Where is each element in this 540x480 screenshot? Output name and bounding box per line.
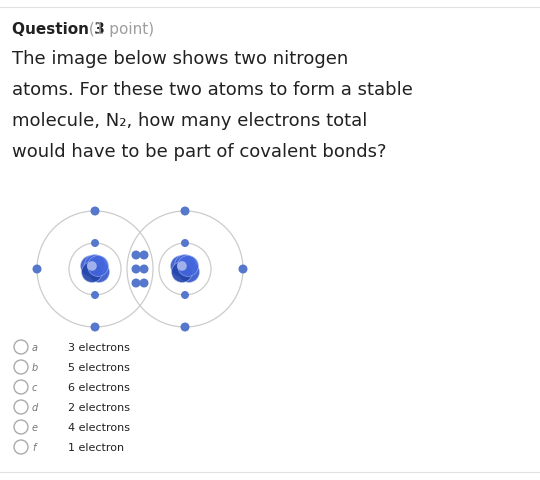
Circle shape bbox=[82, 262, 103, 283]
Text: 1 electron: 1 electron bbox=[68, 442, 124, 452]
Text: 5 electrons: 5 electrons bbox=[68, 362, 130, 372]
Circle shape bbox=[180, 323, 190, 332]
Circle shape bbox=[172, 262, 192, 283]
Circle shape bbox=[171, 256, 191, 277]
Circle shape bbox=[174, 255, 195, 276]
Circle shape bbox=[139, 265, 148, 274]
Text: molecule, N₂, how many electrons total: molecule, N₂, how many electrons total bbox=[12, 112, 367, 130]
Text: (1 point): (1 point) bbox=[84, 22, 154, 37]
Circle shape bbox=[139, 251, 148, 260]
Text: 6 electrons: 6 electrons bbox=[68, 382, 130, 392]
Circle shape bbox=[80, 256, 102, 277]
Circle shape bbox=[180, 207, 190, 216]
Circle shape bbox=[91, 240, 99, 248]
Text: 4 electrons: 4 electrons bbox=[68, 422, 130, 432]
Circle shape bbox=[178, 256, 198, 277]
Circle shape bbox=[91, 207, 99, 216]
Text: c: c bbox=[32, 382, 37, 392]
Text: 3 electrons: 3 electrons bbox=[68, 342, 130, 352]
Circle shape bbox=[91, 323, 99, 332]
Circle shape bbox=[87, 262, 97, 271]
Circle shape bbox=[239, 265, 247, 274]
Circle shape bbox=[91, 291, 99, 300]
Text: would have to be part of covalent bonds?: would have to be part of covalent bonds? bbox=[12, 143, 387, 161]
Circle shape bbox=[132, 279, 140, 288]
Text: Question 3: Question 3 bbox=[12, 22, 105, 37]
Circle shape bbox=[85, 255, 105, 276]
Text: atoms. For these two atoms to form a stable: atoms. For these two atoms to form a sta… bbox=[12, 81, 413, 99]
Circle shape bbox=[89, 262, 110, 283]
Text: d: d bbox=[32, 402, 38, 412]
Text: e: e bbox=[32, 422, 38, 432]
Circle shape bbox=[181, 291, 189, 300]
Circle shape bbox=[179, 262, 199, 283]
Circle shape bbox=[32, 265, 42, 274]
Text: b: b bbox=[32, 362, 38, 372]
Circle shape bbox=[87, 256, 109, 277]
Text: 2 electrons: 2 electrons bbox=[68, 402, 130, 412]
Text: a: a bbox=[32, 342, 38, 352]
Circle shape bbox=[132, 251, 140, 260]
Text: The image below shows two nitrogen: The image below shows two nitrogen bbox=[12, 50, 348, 68]
Circle shape bbox=[181, 240, 189, 248]
Circle shape bbox=[132, 265, 140, 274]
Circle shape bbox=[139, 279, 148, 288]
Text: f: f bbox=[32, 442, 36, 452]
Circle shape bbox=[177, 262, 187, 271]
